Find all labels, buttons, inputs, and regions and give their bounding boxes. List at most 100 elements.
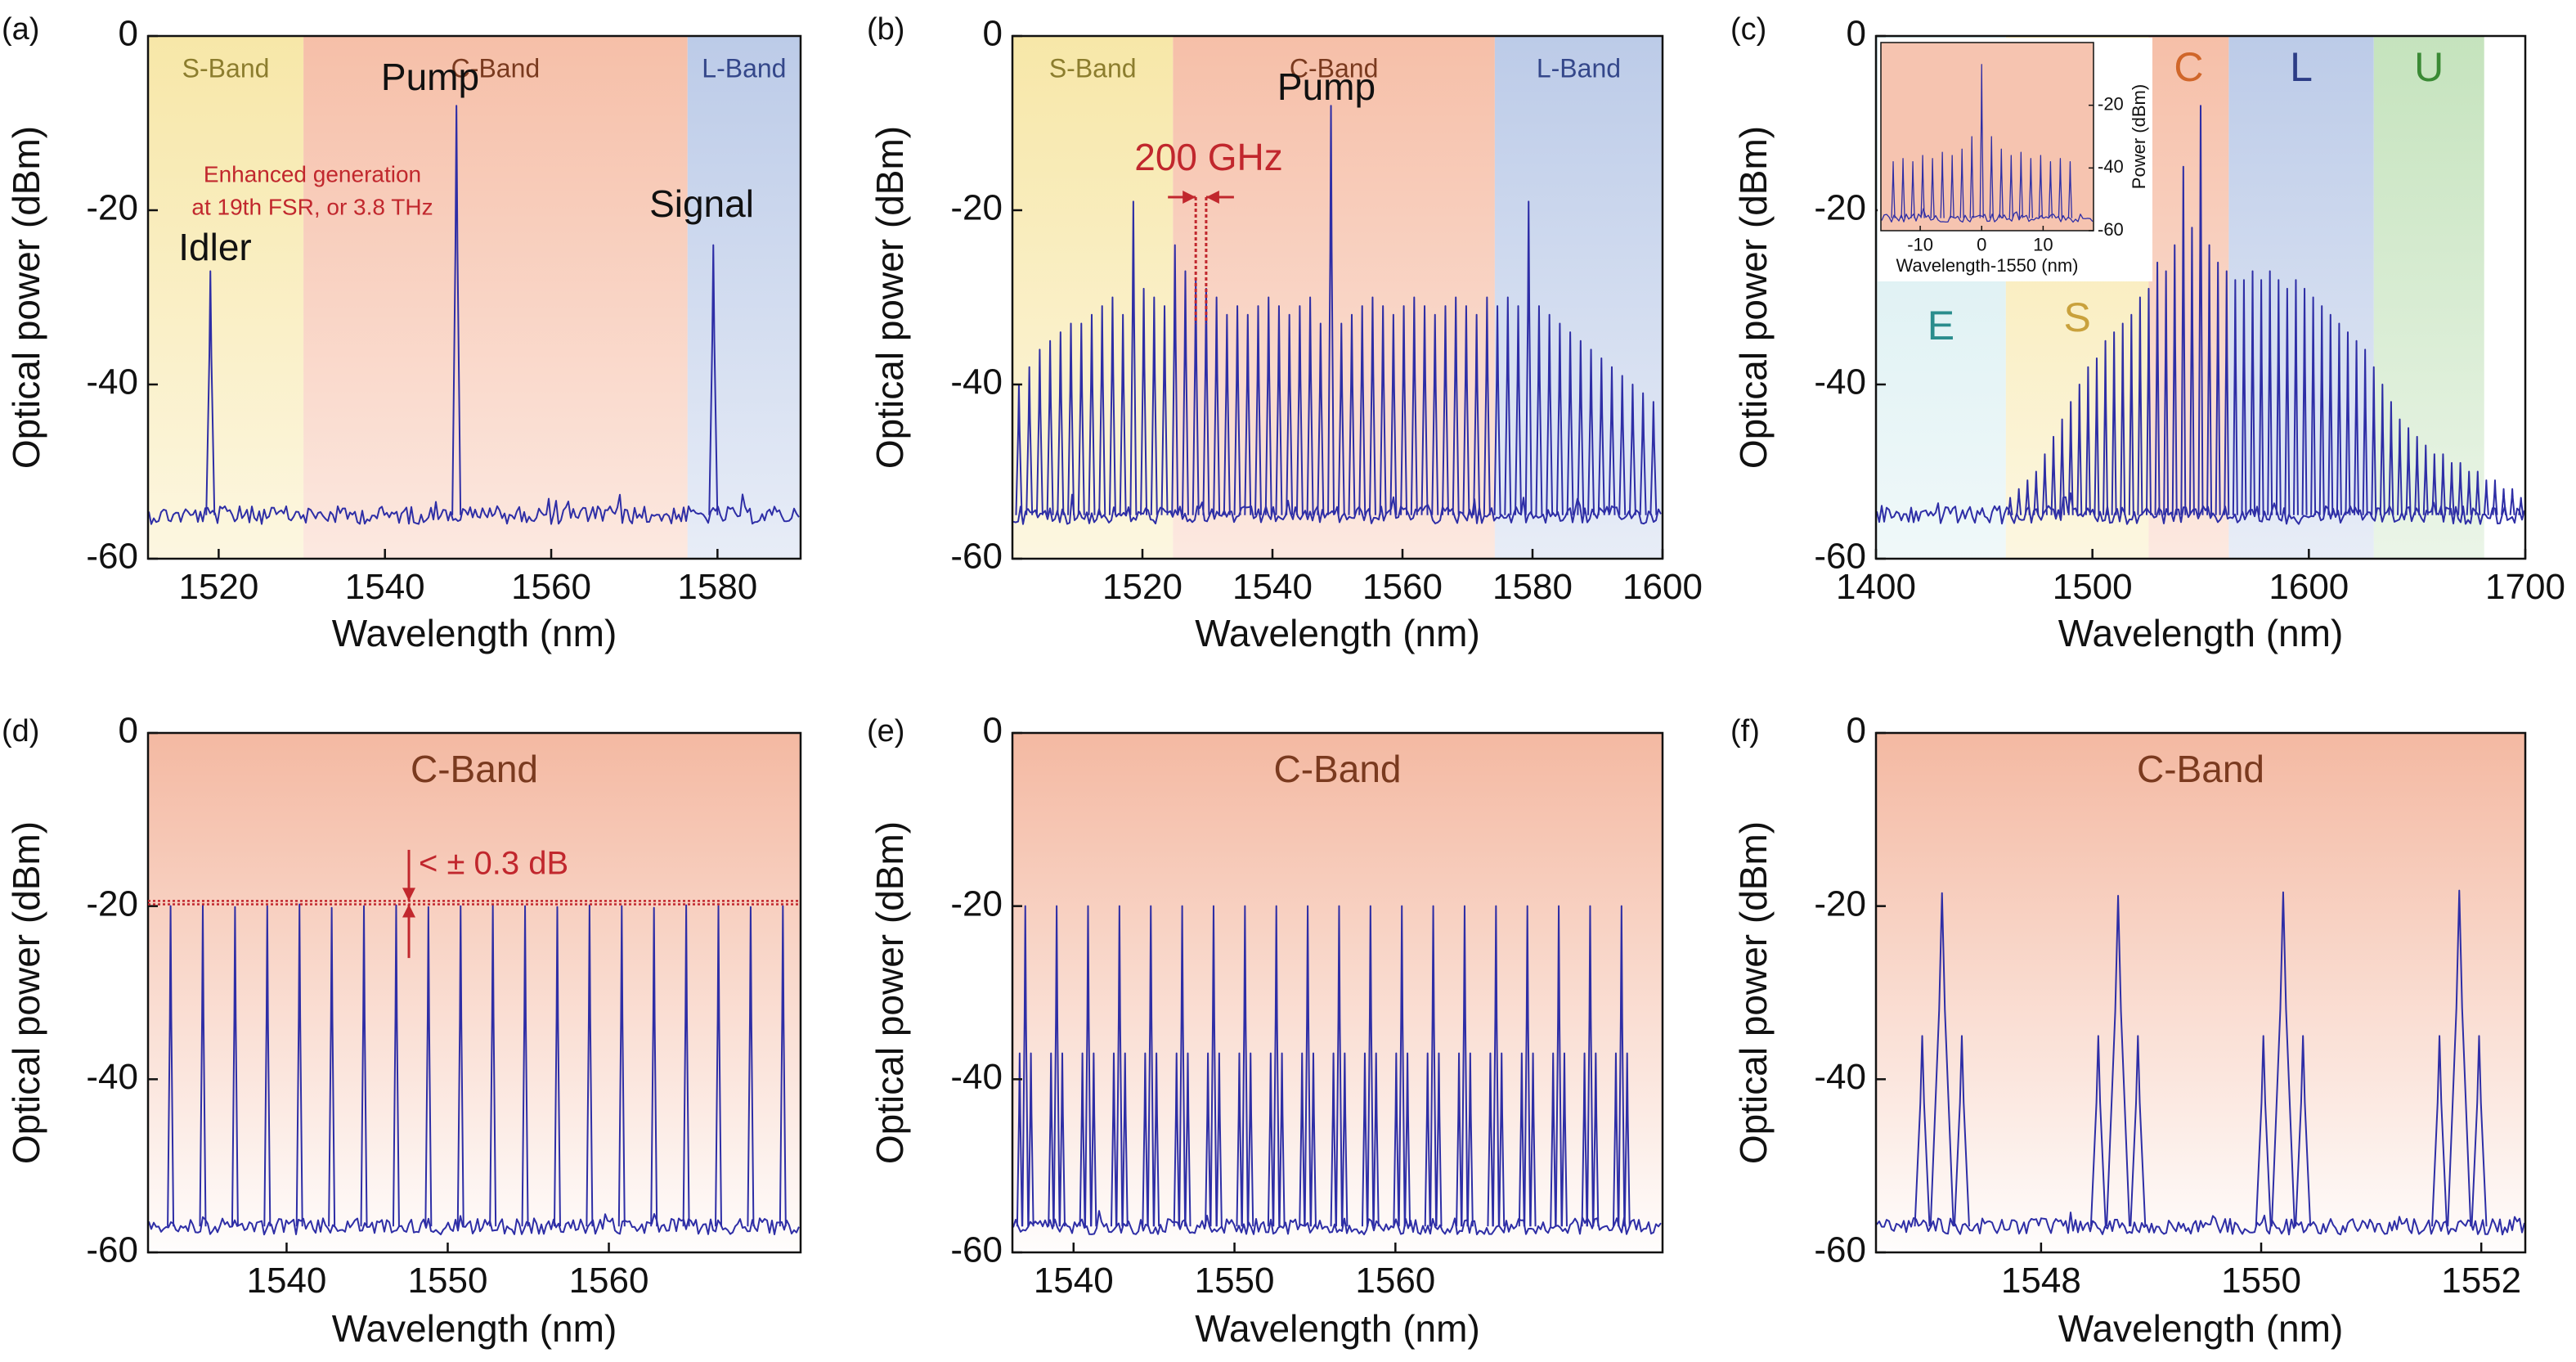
spectral-line (2241, 279, 2247, 515)
spectral-line (295, 903, 303, 1227)
spectral-line (1462, 305, 1470, 515)
spectral-line (2137, 296, 2143, 515)
band (1012, 36, 1174, 559)
spectral-line (1586, 905, 1594, 1227)
x-tick-label: 1600 (2269, 567, 2349, 607)
y-tick-label: -20 (86, 188, 138, 228)
x-tick-label: 1400 (1836, 567, 1916, 607)
x-tick-label: 1560 (569, 1261, 649, 1301)
spectral-line (1618, 375, 1627, 515)
spectral-line (1309, 1052, 1317, 1227)
spectral-line (2008, 155, 2013, 218)
spectral-line (2258, 279, 2264, 515)
spectral-line (1361, 1052, 1368, 1227)
noise-floor (1876, 492, 2525, 525)
spectral-line (360, 905, 368, 1227)
spectral-line (2076, 384, 2083, 515)
spectral-line (2492, 479, 2498, 515)
spectral-line (1487, 1052, 1494, 1227)
spectral-line (1119, 313, 1127, 515)
spectral-line (2255, 1035, 2272, 1227)
spectral-line (1025, 366, 1034, 515)
x-tick-label: 1560 (511, 567, 591, 607)
band (687, 36, 801, 559)
spectral-line (1441, 305, 1449, 515)
spectral-line (1618, 905, 1626, 1227)
spectral-line (1473, 313, 1481, 515)
spectral-line (1046, 339, 1054, 515)
y-tick-label: 0 (119, 14, 138, 54)
spectral-line (1524, 905, 1532, 1227)
spectral-line (1035, 348, 1043, 515)
y-tick-label: -60 (950, 537, 1003, 577)
spectral-line (1173, 1052, 1180, 1227)
y-axis-label: Optical power (dBm) (5, 821, 47, 1164)
spectral-line (2089, 1035, 2107, 1227)
spectral-line (1077, 322, 1085, 515)
spectral-line (1295, 305, 1304, 515)
spectral-line (263, 905, 272, 1227)
band-label: S (2063, 294, 2090, 340)
spectral-line (2058, 158, 2063, 218)
spectral-line (2085, 366, 2091, 515)
spectral-line (1306, 296, 1314, 515)
y-axis-label: Optical power (dBm) (1732, 126, 1775, 469)
y-axis-label: Optical power (dBm) (868, 821, 911, 1164)
band-label: C-Band (1274, 748, 1402, 790)
spectral-line (1150, 296, 1158, 515)
x-axis-label: Wavelength (nm) (1195, 1307, 1480, 1350)
y-tick-label: 0 (119, 711, 138, 751)
y-tick-label: -20 (1814, 883, 1866, 924)
spectral-line (2301, 287, 2308, 515)
spectral-line (1367, 905, 1375, 1227)
spectral-line (2180, 165, 2187, 515)
spectral-line (1330, 1052, 1337, 1227)
spectral-line (1914, 1035, 1931, 1227)
y-axis-label: Power (dBm) (2129, 84, 2149, 189)
spectral-line (1529, 1052, 1537, 1227)
x-axis-label: Wavelength (nm) (2058, 612, 2344, 654)
spectral-line (1953, 1035, 1970, 1227)
x-tick-label: 1550 (1195, 1261, 1275, 1301)
panel-label: (d) (2, 714, 39, 748)
y-tick-label: -60 (2098, 219, 2124, 240)
spectral-line (1067, 322, 1075, 515)
x-axis-label: Wavelength (nm) (1195, 612, 1480, 654)
spectral-line (2067, 401, 2074, 515)
spectral-line (1142, 1052, 1149, 1227)
y-tick-label: -40 (1814, 1057, 1866, 1097)
spectral-line (1999, 148, 2004, 218)
band (1876, 733, 2525, 1252)
spectral-line (1171, 244, 1179, 515)
spectral-line (1400, 305, 1408, 515)
spectral-line (1244, 313, 1252, 515)
spectral-line (2128, 313, 2134, 515)
spectral-line (1278, 1052, 1286, 1227)
spectral-line (1299, 1052, 1306, 1227)
spectral-line (2129, 1035, 2147, 1227)
spectral-line (1057, 331, 1065, 515)
spectral-line (2318, 305, 2325, 515)
x-axis-label: Wavelength-1550 (nm) (1896, 255, 2079, 276)
spectral-line (2106, 894, 2131, 1227)
spectral-line (1546, 313, 1554, 515)
spectral-line (2284, 287, 2291, 515)
spectral-line (1524, 200, 1533, 515)
spectral-line (1566, 331, 1574, 515)
spectral-line (2371, 366, 2377, 515)
noise-floor (148, 493, 800, 525)
band-label: S-Band (1049, 53, 1137, 83)
band-label: U (2414, 44, 2444, 90)
spectral-line (1504, 296, 1512, 515)
spectral-line (1327, 105, 1335, 515)
spectral-line (328, 906, 336, 1227)
x-tick-label: 1540 (1034, 1261, 1114, 1301)
spectral-line (1901, 158, 1905, 218)
spectral-line (2224, 270, 2230, 515)
spectral-line (1317, 322, 1325, 515)
spectral-line (2475, 470, 2481, 515)
spectral-line (2275, 279, 2282, 515)
y-tick-label: -60 (1814, 1230, 1866, 1270)
arrow-head (1183, 191, 1196, 205)
x-axis-label: Wavelength (nm) (332, 1307, 617, 1350)
